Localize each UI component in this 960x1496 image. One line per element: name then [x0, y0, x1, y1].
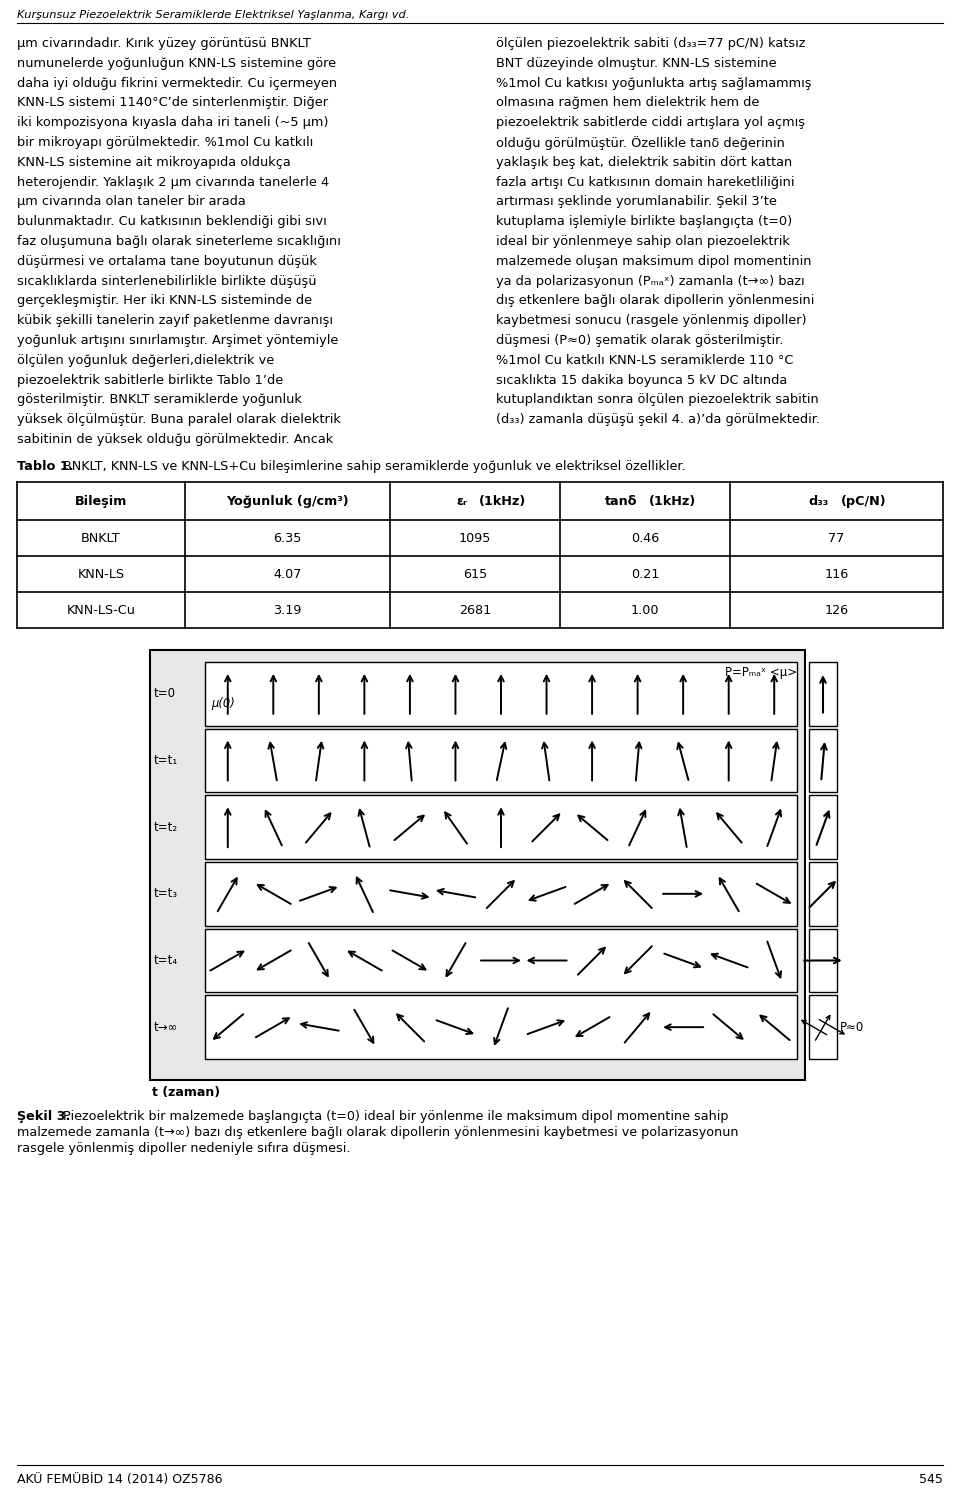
- Text: malzemede zamanla (t→∞) bazı dış etkenlere bağlı olarak dipollerin yönlenmesini : malzemede zamanla (t→∞) bazı dış etkenle…: [17, 1126, 738, 1138]
- Text: KNN-LS sistemi 1140°C’de sinterlenmiştir. Diğer: KNN-LS sistemi 1140°C’de sinterlenmiştir…: [17, 96, 328, 109]
- Text: d₃₃: d₃₃: [808, 495, 828, 507]
- Bar: [809, 729, 837, 793]
- Text: 0.21: 0.21: [631, 567, 660, 580]
- Text: fazla artışı Cu katkısının domain hareketliliğini: fazla artışı Cu katkısının domain hareke…: [496, 175, 795, 188]
- Text: Şekil 3.: Şekil 3.: [17, 1110, 70, 1123]
- Text: 116: 116: [825, 567, 849, 580]
- Text: BNKLT: BNKLT: [82, 531, 121, 545]
- Text: kutuplandıktan sonra ölçülen piezoelektrik sabitin: kutuplandıktan sonra ölçülen piezoelektr…: [496, 393, 819, 407]
- Text: (pC/N): (pC/N): [841, 495, 886, 507]
- Text: rasgele yönlenmiş dipoller nedeniyle sıfıra düşmesi.: rasgele yönlenmiş dipoller nedeniyle sıf…: [17, 1141, 350, 1155]
- Text: yüksek ölçülmüştür. Buna paralel olarak dielektrik: yüksek ölçülmüştür. Buna paralel olarak …: [17, 413, 341, 426]
- Text: Yoğunluk (g/cm³): Yoğunluk (g/cm³): [227, 495, 348, 507]
- Text: 545: 545: [919, 1474, 943, 1486]
- Text: BNKLT, KNN-LS ve KNN-LS+Cu bileşimlerine sahip seramiklerde yoğunluk ve elektrik: BNKLT, KNN-LS ve KNN-LS+Cu bileşimlerine…: [59, 459, 685, 473]
- Bar: [809, 796, 837, 859]
- Text: bulunmaktadır. Cu katkısının beklendiği gibi sıvı: bulunmaktadır. Cu katkısının beklendiği …: [17, 215, 326, 229]
- Text: 2681: 2681: [459, 603, 492, 616]
- Text: 6.35: 6.35: [274, 531, 301, 545]
- Text: düşürmesi ve ortalama tane boyutunun düşük: düşürmesi ve ortalama tane boyutunun düş…: [17, 254, 317, 268]
- Text: yaklaşık beş kat, dielektrik sabitin dört kattan: yaklaşık beş kat, dielektrik sabitin dör…: [496, 156, 792, 169]
- Text: Kurşunsuz Piezoelektrik Seramiklerde Elektriksel Yaşlanma, Kargı vd.: Kurşunsuz Piezoelektrik Seramiklerde Ele…: [17, 10, 409, 19]
- Text: t=t₂: t=t₂: [154, 821, 179, 833]
- Text: kübik şekilli tanelerin zayıf paketlenme davranışı: kübik şekilli tanelerin zayıf paketlenme…: [17, 314, 333, 328]
- Text: ölçülen yoğunluk değerleri,dielektrik ve: ölçülen yoğunluk değerleri,dielektrik ve: [17, 353, 275, 367]
- Text: bir mikroyapı görülmektedir. %1mol Cu katkılı: bir mikroyapı görülmektedir. %1mol Cu ka…: [17, 136, 313, 150]
- Text: P=Pₘₐˣ <μ>: P=Pₘₐˣ <μ>: [725, 666, 797, 679]
- Text: Piezoelektrik bir malzemede başlangıçta (t=0) ideal bir yönlenme ile maksimum di: Piezoelektrik bir malzemede başlangıçta …: [59, 1110, 729, 1123]
- Text: t (zaman): t (zaman): [152, 1086, 220, 1100]
- Text: P≈0: P≈0: [840, 1020, 864, 1034]
- Text: sıcaklıkta 15 dakika boyunca 5 kV DC altında: sıcaklıkta 15 dakika boyunca 5 kV DC alt…: [496, 374, 787, 386]
- Text: εᵣ: εᵣ: [456, 495, 467, 507]
- Text: ya da polarizasyonun (Pₘₐˣ) zamanla (t→∞) bazı: ya da polarizasyonun (Pₘₐˣ) zamanla (t→∞…: [496, 275, 804, 287]
- Text: gösterilmiştir. BNKLT seramiklerde yoğunluk: gösterilmiştir. BNKLT seramiklerde yoğun…: [17, 393, 301, 407]
- Text: olmasına rağmen hem dielektrik hem de: olmasına rağmen hem dielektrik hem de: [496, 96, 759, 109]
- Text: (1kHz): (1kHz): [649, 495, 696, 507]
- Text: dış etkenlere bağlı olarak dipollerin yönlenmesini: dış etkenlere bağlı olarak dipollerin yö…: [496, 295, 814, 307]
- Bar: [809, 862, 837, 926]
- Text: kaybetmesi sonucu (rasgele yönlenmiş dipoller): kaybetmesi sonucu (rasgele yönlenmiş dip…: [496, 314, 806, 328]
- Text: t=t₄: t=t₄: [154, 954, 179, 966]
- Text: kutuplama işlemiyle birlikte başlangıçta (t=0): kutuplama işlemiyle birlikte başlangıçta…: [496, 215, 792, 229]
- Text: (d₃₃) zamanla düşüşü şekil 4. a)’da görülmektedir.: (d₃₃) zamanla düşüşü şekil 4. a)’da görü…: [496, 413, 820, 426]
- Text: 3.19: 3.19: [274, 603, 301, 616]
- Text: olduğu görülmüştür. Özellikle tanδ değerinin: olduğu görülmüştür. Özellikle tanδ değer…: [496, 136, 785, 150]
- Text: KNN-LS: KNN-LS: [78, 567, 125, 580]
- Text: piezoelektrik sabitlerle birlikte Tablo 1’de: piezoelektrik sabitlerle birlikte Tablo …: [17, 374, 283, 386]
- Text: düşmesi (P≈0) şematik olarak gösterilmiştir.: düşmesi (P≈0) şematik olarak gösterilmiş…: [496, 334, 783, 347]
- Bar: [205, 862, 797, 926]
- Text: 1.00: 1.00: [631, 603, 660, 616]
- Text: numunelerde yoğunluğun KNN-LS sistemine göre: numunelerde yoğunluğun KNN-LS sistemine …: [17, 57, 336, 70]
- Text: AKÜ FEMÜBİD 14 (2014) OZ5786: AKÜ FEMÜBİD 14 (2014) OZ5786: [17, 1474, 223, 1486]
- Text: t=t₃: t=t₃: [154, 887, 179, 901]
- Bar: [205, 796, 797, 859]
- Bar: [205, 663, 797, 726]
- Text: %1mol Cu katkısı yoğunlukta artış sağlamammış: %1mol Cu katkısı yoğunlukta artış sağlam…: [496, 76, 811, 90]
- Text: 4.07: 4.07: [274, 567, 301, 580]
- Text: ölçülen piezoelektrik sabiti (d₃₃=77 pC/N) katsız: ölçülen piezoelektrik sabiti (d₃₃=77 pC/…: [496, 37, 805, 49]
- Text: BNT düzeyinde olmuştur. KNN-LS sistemine: BNT düzeyinde olmuştur. KNN-LS sistemine: [496, 57, 777, 70]
- Text: artırması şeklinde yorumlanabilir. Şekil 3’te: artırması şeklinde yorumlanabilir. Şekil…: [496, 196, 777, 208]
- Text: 615: 615: [463, 567, 487, 580]
- Text: t=0: t=0: [154, 687, 176, 700]
- Text: KNN-LS-Cu: KNN-LS-Cu: [66, 603, 135, 616]
- Text: 1095: 1095: [459, 531, 492, 545]
- Bar: [205, 929, 797, 992]
- Text: yoğunluk artışını sınırlamıştır. Arşimet yöntemiyle: yoğunluk artışını sınırlamıştır. Arşimet…: [17, 334, 338, 347]
- Text: piezoelektrik sabitlerde ciddi artışlara yol açmış: piezoelektrik sabitlerde ciddi artışlara…: [496, 117, 805, 129]
- Text: daha iyi olduğu fikrini vermektedir. Cu içermeyen: daha iyi olduğu fikrini vermektedir. Cu …: [17, 76, 337, 90]
- Bar: [150, 649, 805, 1080]
- Text: KNN-LS sistemine ait mikroyapıda oldukça: KNN-LS sistemine ait mikroyapıda oldukça: [17, 156, 291, 169]
- Text: Bileşim: Bileşim: [75, 495, 127, 507]
- Text: Tablo 1.: Tablo 1.: [17, 459, 74, 473]
- Text: 126: 126: [825, 603, 849, 616]
- Bar: [205, 995, 797, 1059]
- Text: μm civarında olan taneler bir arada: μm civarında olan taneler bir arada: [17, 196, 246, 208]
- Text: 0.46: 0.46: [631, 531, 660, 545]
- Bar: [809, 663, 837, 726]
- Text: t=t₁: t=t₁: [154, 754, 179, 767]
- Text: %1mol Cu katkılı KNN-LS seramiklerde 110 °C: %1mol Cu katkılı KNN-LS seramiklerde 110…: [496, 353, 793, 367]
- Text: sabitinin de yüksek olduğu görülmektedir. Ancak: sabitinin de yüksek olduğu görülmektedir…: [17, 432, 333, 446]
- Text: heterojendir. Yaklaşık 2 μm civarında tanelerle 4: heterojendir. Yaklaşık 2 μm civarında ta…: [17, 175, 329, 188]
- Text: iki kompozisyona kıyasla daha iri taneli (~5 μm): iki kompozisyona kıyasla daha iri taneli…: [17, 117, 328, 129]
- Text: μm civarındadır. Kırık yüzey görüntüsü BNKLT: μm civarındadır. Kırık yüzey görüntüsü B…: [17, 37, 311, 49]
- Text: 77: 77: [828, 531, 845, 545]
- Bar: [809, 929, 837, 992]
- Text: gerçekleşmiştir. Her iki KNN-LS sisteminde de: gerçekleşmiştir. Her iki KNN-LS sistemin…: [17, 295, 312, 307]
- Bar: [809, 995, 837, 1059]
- Text: μ(0): μ(0): [211, 697, 235, 711]
- Bar: [205, 729, 797, 793]
- Text: ideal bir yönlenmeye sahip olan piezoelektrik: ideal bir yönlenmeye sahip olan piezoele…: [496, 235, 790, 248]
- Text: tanδ: tanδ: [605, 495, 637, 507]
- Text: malzemede oluşan maksimum dipol momentinin: malzemede oluşan maksimum dipol momentin…: [496, 254, 811, 268]
- Text: sıcaklıklarda sinterlenebilirlikle birlikte düşüşü: sıcaklıklarda sinterlenebilirlikle birli…: [17, 275, 317, 287]
- Text: (1kHz): (1kHz): [479, 495, 526, 507]
- Text: faz oluşumuna bağlı olarak sineterleme sıcaklığını: faz oluşumuna bağlı olarak sineterleme s…: [17, 235, 341, 248]
- Text: t→∞: t→∞: [154, 1020, 179, 1034]
